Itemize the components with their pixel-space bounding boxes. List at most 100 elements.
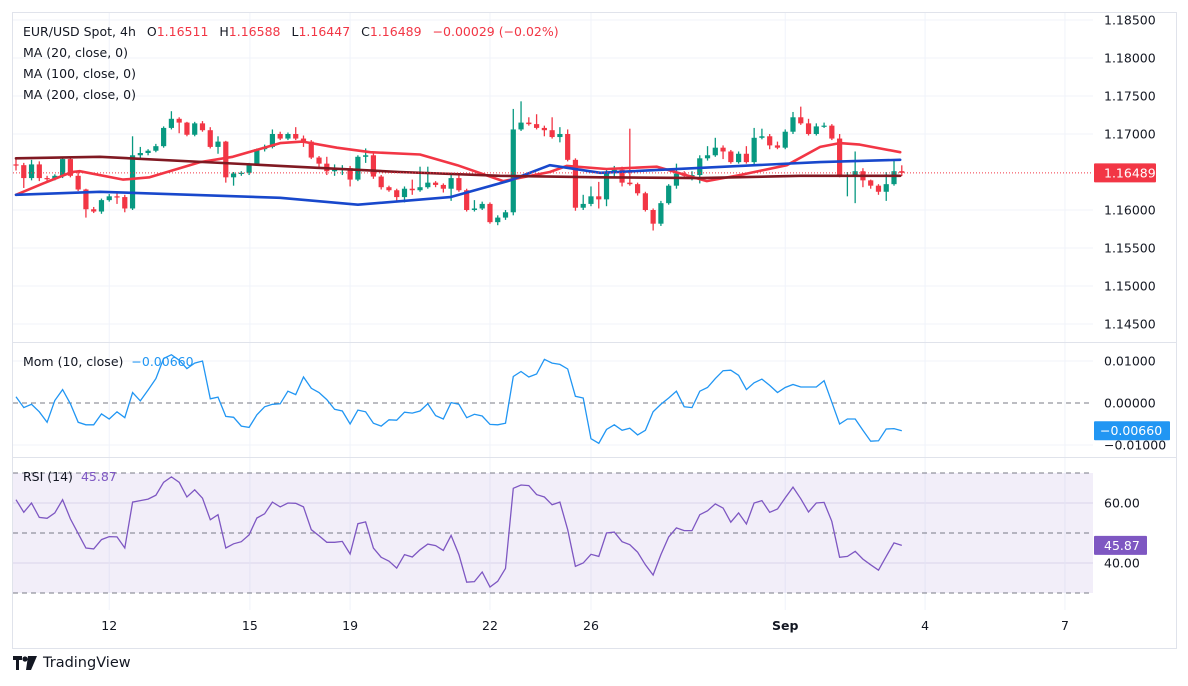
rsi-value-badge <box>1094 535 1147 555</box>
mom-legend-label[interactable]: Mom (10, close) <box>23 354 124 369</box>
candle-body <box>230 173 237 178</box>
candle-body <box>603 172 610 200</box>
candle-body <box>502 212 509 218</box>
candle-body <box>199 123 206 131</box>
candle-body <box>642 193 648 210</box>
candle-body <box>837 138 843 176</box>
time-axis-label: 4 <box>921 618 929 633</box>
candle-body <box>129 155 136 209</box>
candle-body <box>821 125 827 127</box>
candle-body <box>106 196 112 201</box>
candle-body <box>891 171 897 185</box>
candle-body <box>83 189 89 210</box>
candle-body <box>759 136 765 138</box>
candle-body <box>122 197 128 209</box>
candle-body <box>736 153 742 163</box>
price-axis-label: 1.15000 <box>1104 279 1156 294</box>
legend-low-key: L <box>291 24 299 39</box>
candle-body <box>720 147 726 152</box>
price-axis-label: 1.18500 <box>1104 13 1156 28</box>
rsi-axis-label: 40.00 <box>1104 556 1140 571</box>
candle-body <box>21 165 27 179</box>
legend-ma100[interactable]: MA (100, close, 0) <box>23 66 136 81</box>
ma200-line <box>14 155 902 180</box>
mom-value-badge-text: −0.00660 <box>1100 423 1162 438</box>
candle-body <box>417 187 423 191</box>
candle-body <box>774 145 781 148</box>
time-axis-label: 19 <box>342 618 358 633</box>
legend-symbol[interactable]: EUR/USD Spot, 4h <box>23 24 136 39</box>
legend-ma20[interactable]: MA (20, close, 0) <box>23 45 129 60</box>
time-axis-label: 15 <box>242 618 258 633</box>
candle-body <box>813 126 819 134</box>
candle-body <box>409 188 415 191</box>
candle-body <box>751 137 757 163</box>
last-price-badge-text: 1.16489 <box>1104 165 1156 180</box>
candle-body <box>518 122 524 130</box>
candle-body <box>627 182 633 185</box>
candle-body <box>98 200 105 212</box>
legend-low-value: 1.16447 <box>298 24 351 39</box>
candle-body <box>386 187 392 191</box>
time-axis-label: Sep <box>772 618 798 633</box>
legend-high-key: H <box>219 24 229 39</box>
mom-line <box>15 353 902 445</box>
candle-body <box>557 134 563 138</box>
candle-body <box>44 178 50 180</box>
rsi-legend: RSI (14) 45.87 <box>23 466 117 487</box>
candle-body <box>308 141 314 158</box>
candle-body <box>743 153 749 163</box>
candle-body <box>91 209 97 212</box>
candle-body <box>658 203 664 224</box>
brand-name: TradingView <box>43 655 131 671</box>
candle-body <box>347 168 353 180</box>
mom-axis-label: −0.01000 <box>1104 438 1166 453</box>
rsi-pane <box>15 476 902 588</box>
candle-body <box>635 184 641 194</box>
rsi-band <box>13 472 1093 594</box>
legend-symbol-row: EUR/USD Spot, 4h O1.16511 H1.16588 L1.16… <box>23 21 559 42</box>
candle-body <box>526 122 532 125</box>
candle-body <box>533 124 540 128</box>
time-axis-label: 7 <box>1061 618 1069 633</box>
rsi-legend-value: 45.87 <box>80 469 117 484</box>
candle-body <box>471 208 478 210</box>
candle-body <box>363 155 369 157</box>
candle-body <box>479 203 485 209</box>
candle-body <box>549 130 555 138</box>
axes[interactable]: 1.18500 1.18000 1.17500 1.17000 1.16000 1.155… <box>101 13 1170 634</box>
candle-body <box>829 125 835 139</box>
legend-ma200[interactable]: MA (200, close, 0) <box>23 87 136 102</box>
candle-body <box>293 134 299 139</box>
candlestick-series <box>13 101 905 231</box>
candle-body <box>378 176 384 188</box>
candle-body <box>184 122 190 135</box>
mom-value-badge <box>1094 421 1170 441</box>
rsi-legend-label[interactable]: RSI (14) <box>23 469 73 484</box>
candle-body <box>712 147 718 156</box>
mom-legend: Mom (10, close) −0.00660 <box>23 351 194 372</box>
candle-body <box>137 153 143 156</box>
price-axis-label: 1.17000 <box>1104 127 1156 142</box>
candle-body <box>168 118 174 128</box>
candle-body <box>401 188 408 198</box>
candle-body <box>728 151 734 163</box>
candle-body <box>883 184 889 192</box>
candle-body <box>153 146 159 151</box>
main-legend: EUR/USD Spot, 4h O1.16511 H1.16588 L1.16… <box>23 21 559 105</box>
candle-body <box>487 203 493 223</box>
candle-body <box>238 172 244 174</box>
candle-body <box>215 141 221 147</box>
candle-body <box>246 164 252 173</box>
price-axis-label: 1.15500 <box>1104 241 1156 256</box>
tradingview-brand[interactable]: TradingView <box>13 655 131 671</box>
candle-body <box>852 171 858 176</box>
candle-body <box>394 190 400 198</box>
mom-legend-value: −0.00660 <box>131 354 194 369</box>
candle-body <box>285 134 291 139</box>
candle-body <box>588 196 594 204</box>
candle-body <box>541 127 547 131</box>
legend-close-value: 1.16489 <box>369 24 422 39</box>
legend-high-value: 1.16588 <box>228 24 281 39</box>
